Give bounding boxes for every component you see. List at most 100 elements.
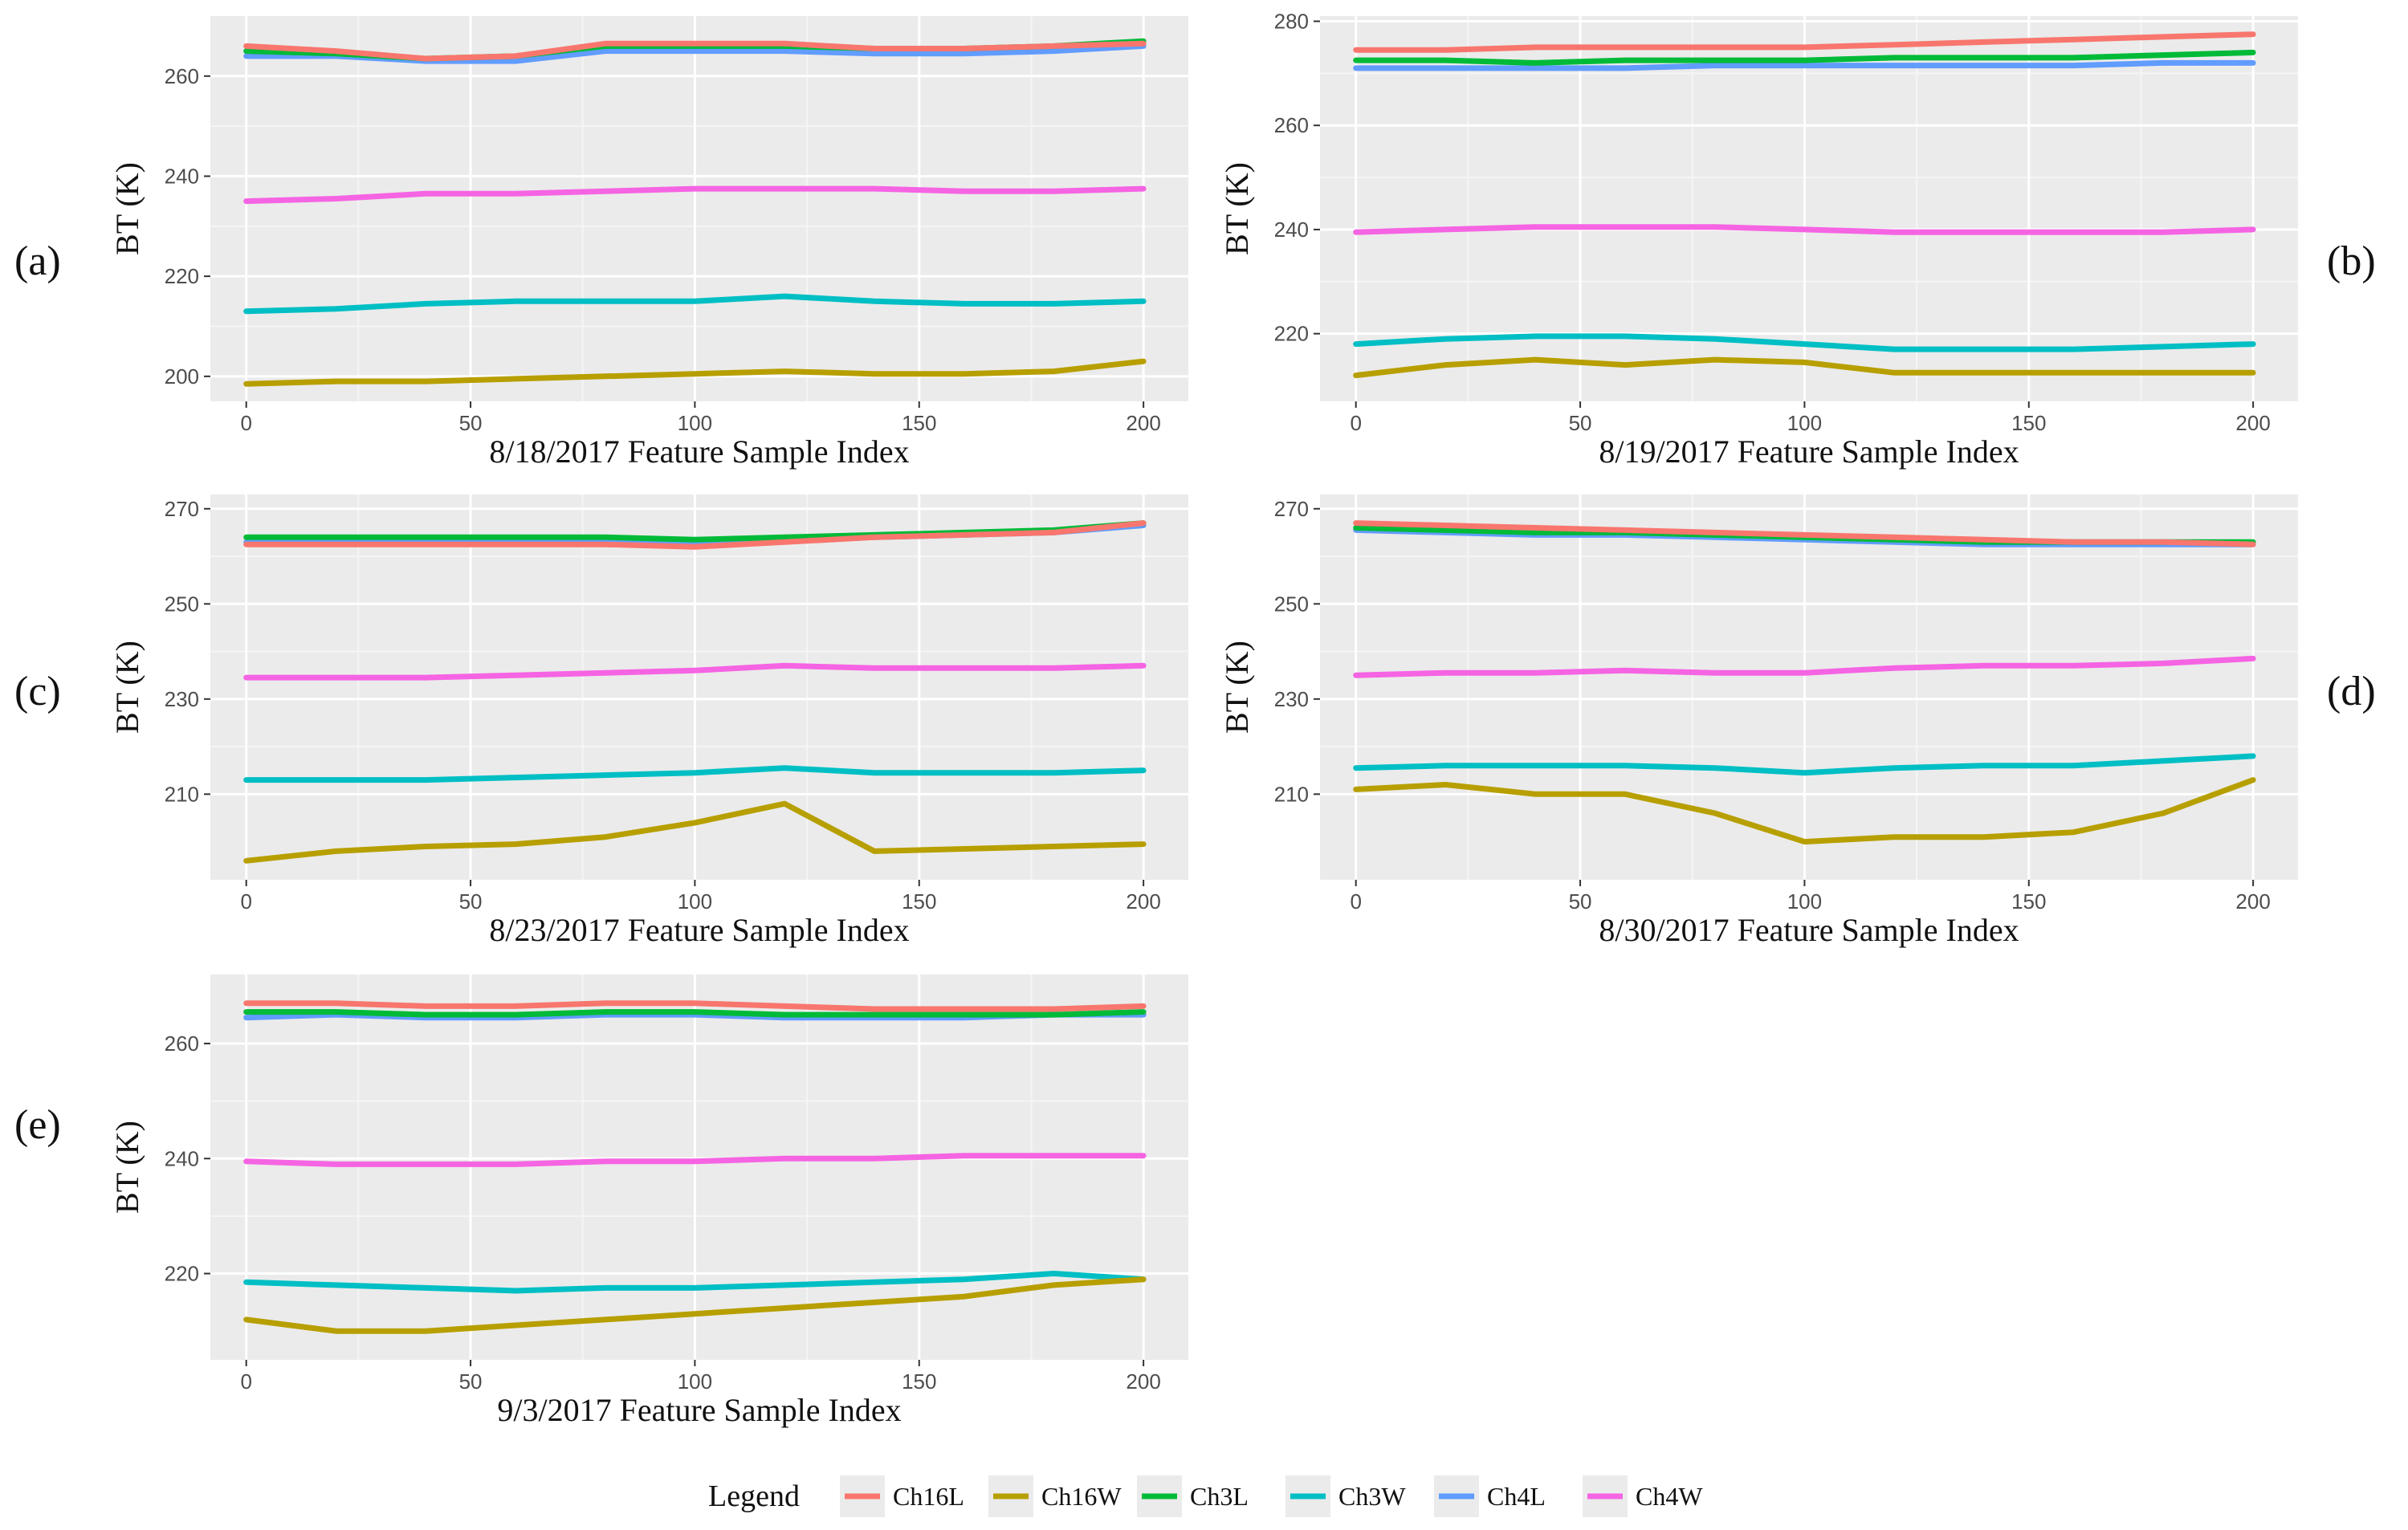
panel-label-c: (c) — [14, 669, 61, 714]
x-tick-label: 50 — [1569, 889, 1592, 914]
legend: Legend Ch16L Ch16W Ch3L Ch3W Ch4L Ch4W — [708, 1475, 1703, 1517]
x-tick-label: 200 — [1126, 889, 1160, 914]
series-line-ch16w — [243, 358, 1147, 387]
series-line-ch3w — [243, 293, 1147, 315]
x-axis-title: 8/30/2017 Feature Sample Index — [1599, 912, 2019, 948]
x-tick-label: 150 — [2011, 411, 2046, 435]
legend-title: Legend — [708, 1479, 800, 1513]
y-tick-label: 240 — [1274, 218, 1309, 242]
series-line-ch16l — [243, 1000, 1147, 1012]
series-line-ch16l — [243, 520, 1147, 550]
chart-panel-c: 0 50 100 150 200 210 230 250 270 8/23/2017 Featur… — [109, 494, 1188, 948]
x-tick-label: 0 — [240, 411, 251, 435]
series-line-ch16l — [1353, 31, 2256, 53]
x-tick-label: 0 — [1350, 889, 1361, 914]
x-tick-label: 100 — [678, 889, 712, 914]
series-line-ch3w — [1353, 333, 2256, 352]
series-line-ch3w — [243, 765, 1147, 783]
plot-background — [210, 494, 1188, 880]
legend-label-ch3w: Ch3W — [1338, 1482, 1406, 1511]
panel-label-b: (b) — [2327, 238, 2376, 284]
legend-items: Ch16L Ch16W Ch3L Ch3W Ch4L Ch4W — [840, 1475, 1703, 1517]
y-axis-title: BT (K) — [109, 162, 145, 255]
series-line-ch16l — [243, 40, 1147, 62]
series-line-ch3l — [243, 1009, 1147, 1018]
y-tick-label: 220 — [165, 1262, 199, 1286]
chart-panel-b: 0 50 100 150 200 220 240 260 280 8/19/2017 Featur… — [1219, 9, 2298, 470]
series-line-ch16w — [243, 1276, 1147, 1334]
series-line-ch16w — [1353, 356, 2256, 379]
x-tick-label: 200 — [1126, 411, 1160, 435]
x-tick-label: 0 — [240, 889, 251, 914]
y-tick-label: 240 — [165, 164, 199, 188]
y-tick-label: 250 — [1274, 592, 1309, 616]
chart-panel-d: 0 50 100 150 200 210 230 250 270 8/30/2017 Featur… — [1219, 494, 2298, 948]
x-tick-label: 150 — [902, 889, 936, 914]
y-tick-label: 250 — [165, 592, 199, 616]
plot-background — [210, 16, 1188, 401]
y-tick-label: 270 — [1274, 497, 1309, 521]
x-axis-title: 8/23/2017 Feature Sample Index — [489, 912, 909, 948]
y-tick-label: 260 — [165, 64, 199, 88]
x-tick-label: 100 — [1787, 411, 1822, 435]
y-tick-label: 260 — [165, 1032, 199, 1056]
y-tick-label: 220 — [165, 264, 199, 288]
x-tick-label: 150 — [902, 1369, 936, 1394]
series-line-ch16w — [243, 800, 1147, 864]
legend-label-ch16l: Ch16L — [893, 1482, 964, 1511]
series-line-ch4w — [243, 1153, 1147, 1167]
x-axis-title: 8/18/2017 Feature Sample Index — [489, 433, 909, 470]
chart-panel-a: 0 50 100 150 200 200 220 240 260 8/18/2017 Featur… — [109, 16, 1188, 470]
y-axis-title: BT (K) — [1219, 641, 1255, 734]
series-line-ch4l — [1353, 59, 2256, 71]
chart-panel-e: 0 50 100 150 200 220 240 260 9/3/2017 Feature Sa… — [109, 975, 1188, 1428]
series-line-ch4w — [1353, 655, 2256, 678]
panel-label-e: (e) — [14, 1102, 61, 1148]
y-tick-label: 230 — [165, 687, 199, 711]
x-tick-label: 150 — [2011, 889, 2046, 914]
y-tick-label: 280 — [1274, 9, 1309, 33]
x-tick-label: 50 — [459, 411, 483, 435]
y-tick-label: 200 — [165, 364, 199, 389]
x-tick-label: 200 — [1126, 1369, 1160, 1394]
x-axis-title: 8/19/2017 Feature Sample Index — [1599, 433, 2019, 470]
legend-label-ch3l: Ch3L — [1190, 1482, 1249, 1511]
series-line-ch16l — [1353, 520, 2256, 547]
y-axis-title: BT (K) — [109, 641, 145, 734]
x-tick-label: 0 — [240, 1369, 251, 1394]
series-line-ch3w — [1353, 753, 2256, 776]
series-line-ch3l — [1353, 49, 2256, 66]
y-axis-title: BT (K) — [1219, 162, 1255, 255]
x-tick-label: 50 — [459, 889, 483, 914]
series-line-ch4w — [1353, 224, 2256, 235]
x-tick-label: 50 — [1569, 411, 1592, 435]
panel-label-a: (a) — [14, 238, 61, 284]
y-tick-label: 230 — [1274, 687, 1309, 711]
y-tick-label: 260 — [1274, 113, 1309, 137]
x-tick-label: 50 — [459, 1369, 483, 1394]
plot-background — [210, 975, 1188, 1360]
series-line-ch16w — [1353, 777, 2256, 845]
series-line-ch4w — [243, 662, 1147, 681]
panel-label-d: (d) — [2327, 669, 2376, 714]
x-tick-label: 200 — [2235, 889, 2270, 914]
x-tick-label: 100 — [1787, 889, 1822, 914]
y-tick-label: 210 — [1274, 782, 1309, 806]
y-tick-label: 270 — [165, 497, 199, 521]
y-tick-label: 220 — [1274, 322, 1309, 346]
x-tick-label: 200 — [2235, 411, 2270, 435]
x-tick-label: 150 — [902, 411, 936, 435]
y-tick-label: 240 — [165, 1146, 199, 1170]
legend-label-ch16w: Ch16W — [1041, 1482, 1122, 1511]
series-line-ch4w — [243, 185, 1147, 205]
x-tick-label: 100 — [678, 411, 712, 435]
y-axis-title: BT (K) — [109, 1121, 145, 1214]
plot-background — [1320, 494, 2298, 880]
x-tick-label: 100 — [678, 1369, 712, 1394]
y-tick-label: 210 — [165, 782, 199, 806]
x-axis-title: 9/3/2017 Feature Sample Index — [497, 1392, 901, 1428]
series-line-ch3w — [243, 1271, 1147, 1294]
legend-label-ch4w: Ch4W — [1636, 1482, 1703, 1511]
legend-label-ch4l: Ch4L — [1487, 1482, 1546, 1511]
